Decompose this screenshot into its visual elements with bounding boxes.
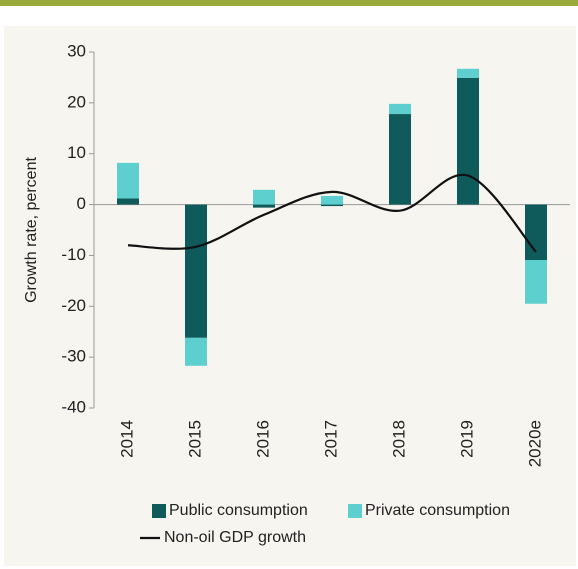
y-tick-label: -40 (61, 397, 86, 416)
bar (253, 189, 275, 205)
line (127, 173, 537, 253)
bar (525, 260, 547, 304)
y-tick-label: 0 (77, 194, 86, 213)
y-tick-label: -10 (61, 245, 86, 264)
bar (185, 204, 207, 338)
x-tick-label: 2014 (117, 420, 136, 458)
x-tick-label: 2015 (185, 420, 204, 458)
top-rule (0, 0, 578, 6)
bar (457, 68, 479, 78)
y-tick-label: -20 (61, 296, 86, 315)
y-tick-label: 30 (67, 41, 86, 60)
bar (117, 198, 139, 205)
x-tick-label: 2020e (525, 420, 544, 467)
bar (185, 337, 207, 366)
legend-label: Public consumption (169, 502, 308, 519)
x-tick-label: 2018 (389, 420, 408, 458)
legend-label: Private consumption (365, 502, 510, 519)
x-tick-label: 2019 (457, 420, 476, 458)
y-tick-label: 20 (67, 92, 86, 111)
x-tick-label: 2016 (253, 420, 272, 458)
bar (389, 114, 411, 205)
bar (457, 77, 479, 205)
y-tick-label: -30 (61, 347, 86, 366)
y-axis-title: Growth rate, percent (23, 157, 40, 303)
legend-label: Non-oil GDP growth (164, 529, 306, 546)
bar (253, 204, 275, 208)
legend-swatch (152, 504, 166, 518)
y-tick-label: 10 (67, 143, 86, 162)
bar (321, 204, 343, 207)
legend-swatch (348, 504, 362, 518)
x-tick-label: 2017 (321, 420, 340, 458)
panel (4, 26, 576, 566)
bar (117, 162, 139, 199)
bar (389, 103, 411, 115)
bar (321, 195, 343, 205)
